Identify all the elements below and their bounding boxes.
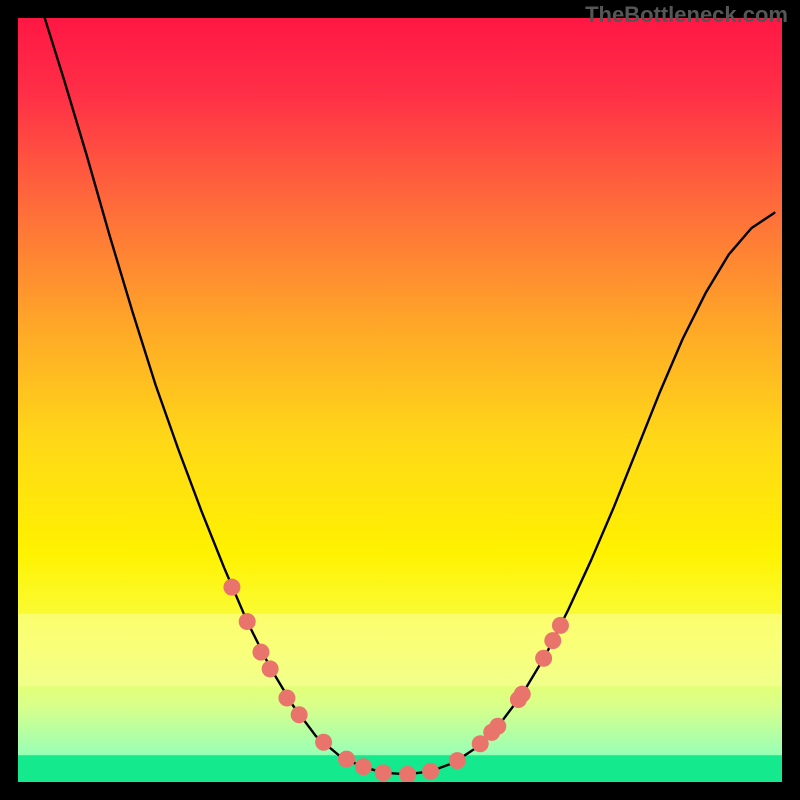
curve-marker [338,751,355,768]
curve-marker [552,617,569,634]
curve-marker [291,706,308,723]
curve-marker [449,752,466,769]
curve-marker [278,689,295,706]
curve-marker [489,718,506,735]
watermark-text: TheBottleneck.com [585,2,788,28]
curve-marker [535,650,552,667]
curve-marker [355,758,372,775]
curve-marker [422,763,439,780]
chart-svg [18,18,782,782]
curve-marker [223,579,240,596]
curve-marker [544,632,561,649]
chart-plot-area [18,18,782,782]
curve-marker [315,734,332,751]
curve-marker [239,613,256,630]
curve-marker [252,644,269,661]
curve-marker [375,764,392,781]
curve-marker [514,686,531,703]
curve-marker [262,660,279,677]
highlight-band-0 [18,614,782,687]
